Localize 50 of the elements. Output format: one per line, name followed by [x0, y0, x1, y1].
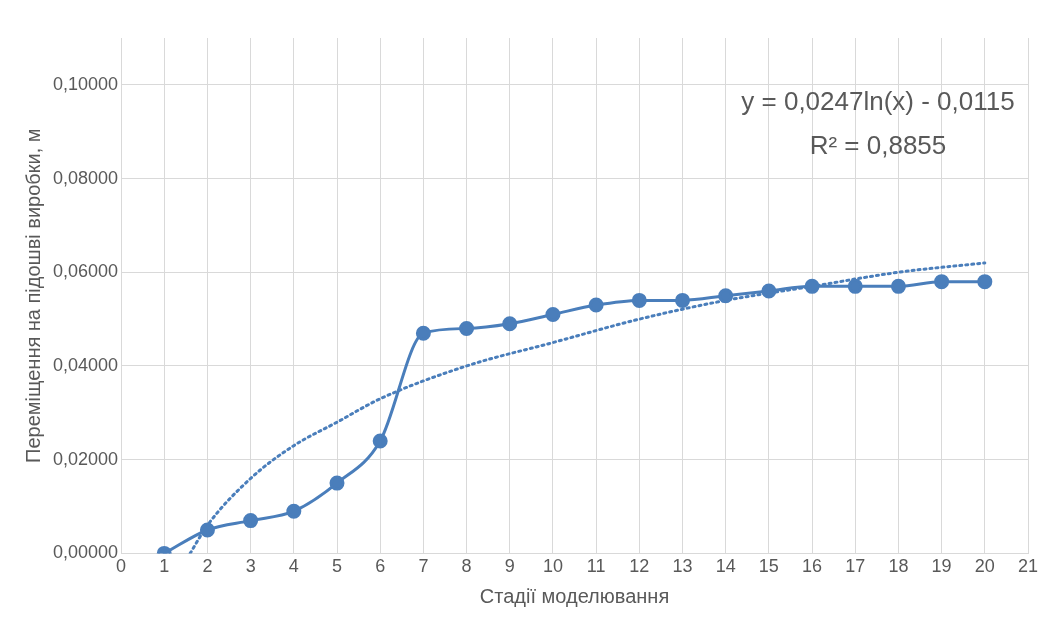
- x-tick-label: 7: [418, 556, 429, 577]
- point: [502, 316, 518, 332]
- point: [847, 278, 863, 294]
- x-tick-label: 9: [504, 556, 515, 577]
- x-tick-label: 6: [375, 556, 386, 577]
- x-tick-label: 13: [672, 556, 693, 577]
- point: [459, 321, 475, 336]
- x-tick-label: 12: [629, 556, 650, 577]
- x-tick-label: 4: [288, 556, 299, 577]
- annotation: y = 0,0247ln(x) - 0,0115: [741, 86, 1015, 116]
- point: [415, 325, 431, 341]
- point: [804, 278, 820, 294]
- point: [329, 475, 345, 491]
- point: [761, 283, 777, 299]
- x-tick-label: 2: [202, 556, 213, 577]
- point: [545, 306, 561, 322]
- y-tick-label: 0,04000: [52, 354, 119, 375]
- point: [243, 513, 259, 529]
- x-axis-title: Стадії моделювання: [479, 584, 670, 607]
- annotation: R² = 0,8855: [809, 130, 947, 160]
- point: [977, 274, 993, 290]
- x-tick-label: 8: [461, 556, 472, 577]
- x-tick-label: 11: [586, 556, 606, 577]
- x-tick-label: 10: [542, 556, 563, 577]
- point: [588, 297, 604, 313]
- y-tick-label: 0,08000: [52, 167, 119, 188]
- point: [286, 503, 302, 519]
- y-tick-label: 0,06000: [52, 261, 119, 282]
- y-axis-title: Переміщення на підошві виробки, м: [21, 128, 44, 463]
- x-tick-label: 5: [331, 556, 343, 577]
- x-tick-label: 0: [116, 556, 127, 577]
- x-tick-label: 19: [931, 556, 952, 577]
- y-tick-label: 0,02000: [52, 448, 119, 469]
- x-tick-label: 3: [245, 556, 256, 577]
- point: [934, 274, 950, 290]
- x-tick-label: 1: [159, 556, 170, 577]
- x-tick-label: 14: [715, 556, 736, 577]
- point: [372, 433, 388, 449]
- x-tick-label: 20: [974, 556, 995, 577]
- point: [675, 292, 690, 308]
- point: [199, 522, 215, 538]
- point: [718, 288, 734, 304]
- x-tick-label: 17: [845, 556, 866, 577]
- y-tick-label: 0,10000: [52, 73, 119, 94]
- point: [631, 292, 647, 308]
- x-tick-label: 15: [758, 556, 779, 577]
- point: [890, 278, 906, 294]
- x-tick-label: 16: [802, 556, 823, 577]
- x-tick-label: 21: [1017, 556, 1039, 577]
- x-tick-label: 18: [888, 556, 909, 577]
